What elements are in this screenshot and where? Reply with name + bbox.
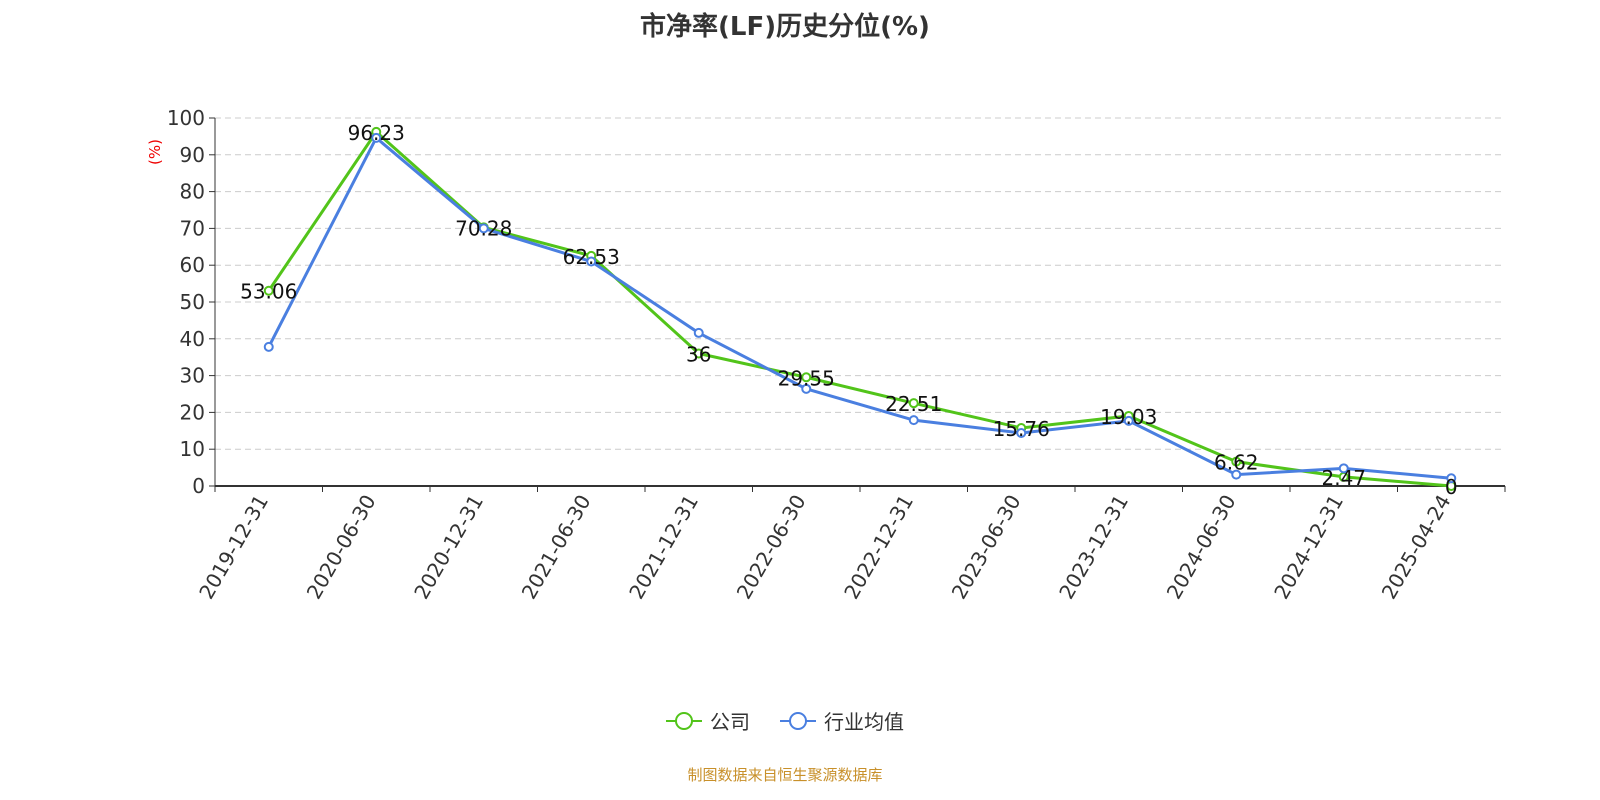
x-tick-label: 2020-12-31 xyxy=(409,491,488,604)
line-chart: 0 10 20 30 40 50 60 70 80 90 100(%) 2019-12-31 2020-… xyxy=(146,106,1506,604)
y-tick-label: 40 xyxy=(180,327,205,351)
data-point xyxy=(908,415,919,426)
y-tick-label: 50 xyxy=(180,290,205,314)
legend-label: 行业均值 xyxy=(824,710,904,734)
y-tick-label: 80 xyxy=(180,180,205,204)
legend-marker-icon xyxy=(666,711,702,730)
data-point xyxy=(908,398,919,409)
data-label: 0 xyxy=(1445,475,1458,499)
legend-label: 公司 xyxy=(710,710,750,734)
source-note: 制图数据来自恒生聚源数据库 xyxy=(687,766,883,784)
y-tick-label: 70 xyxy=(180,216,205,240)
data-label: 70.28 xyxy=(455,216,512,240)
series-line-1 xyxy=(267,135,1452,480)
chart-title: 市净率(LF)历史分位(%) xyxy=(640,12,930,42)
y-tick-label: 20 xyxy=(180,400,205,424)
x-tick-label: 2021-12-31 xyxy=(624,491,703,604)
legend-item-industry-avg[interactable]: 行业均值 xyxy=(780,706,904,735)
data-point xyxy=(1016,428,1027,439)
data-point xyxy=(693,348,704,359)
legend: 公司 行业均值 xyxy=(0,706,1570,735)
y-axis-label: (%) xyxy=(146,139,164,165)
legend-item-company[interactable]: 公司 xyxy=(666,706,750,735)
data-label: 2.47 xyxy=(1321,466,1366,490)
data-point xyxy=(1338,463,1349,474)
data-point xyxy=(1446,473,1457,484)
data-point xyxy=(1123,415,1134,426)
x-tick-label: 2020-06-30 xyxy=(302,491,381,604)
y-tick-label: 60 xyxy=(180,253,205,277)
data-label: 19.03 xyxy=(1100,405,1157,429)
data-label: 96.23 xyxy=(348,121,405,145)
x-tick-label: 2023-12-31 xyxy=(1054,491,1133,604)
data-point xyxy=(1231,456,1242,467)
data-point xyxy=(801,383,812,394)
data-label: 22.51 xyxy=(885,392,942,416)
y-tick-label: 10 xyxy=(180,437,205,461)
data-point xyxy=(263,285,274,296)
data-point xyxy=(801,372,812,383)
legend-marker-icon xyxy=(780,711,816,730)
data-point xyxy=(263,341,274,352)
x-tick-label: 2025-04-24 xyxy=(1377,491,1456,604)
y-tick-label: 100 xyxy=(167,106,205,130)
x-tick-label: 2022-06-30 xyxy=(732,491,811,604)
data-label: 53.06 xyxy=(240,280,297,304)
data-point xyxy=(478,223,489,234)
data-label: 62.53 xyxy=(563,245,620,269)
x-tick-label: 2021-06-30 xyxy=(517,491,596,604)
data-point xyxy=(693,327,704,338)
data-point xyxy=(586,256,597,267)
y-tick-label: 90 xyxy=(180,143,205,167)
data-label: 29.55 xyxy=(778,366,835,390)
series-line-0 xyxy=(267,129,1452,488)
x-tick-label: 2022-12-31 xyxy=(839,491,918,604)
data-point xyxy=(371,132,382,143)
x-tick-label: 2024-06-30 xyxy=(1162,491,1241,604)
data-label: 6.62 xyxy=(1214,451,1259,475)
data-label: 36 xyxy=(686,343,711,367)
y-tick-label: 0 xyxy=(192,474,205,498)
x-tick-label: 2023-06-30 xyxy=(947,491,1026,604)
y-tick-label: 30 xyxy=(180,364,205,388)
x-tick-label: 2024-12-31 xyxy=(1269,491,1348,604)
data-point xyxy=(1231,469,1242,480)
data-label: 15.76 xyxy=(993,417,1050,441)
x-tick-label: 2019-12-31 xyxy=(194,491,273,604)
